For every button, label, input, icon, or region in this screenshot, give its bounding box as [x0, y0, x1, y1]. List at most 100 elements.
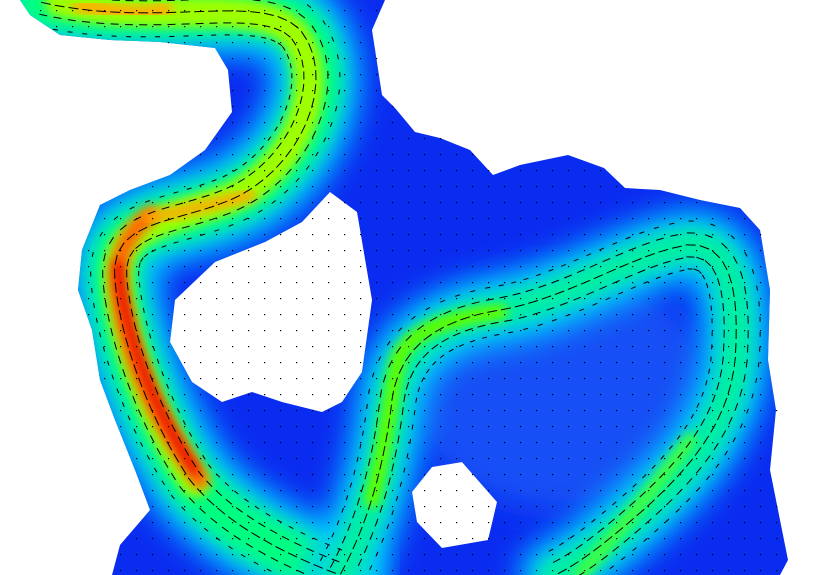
vector-dot: [696, 266, 698, 268]
vector-dot: [488, 298, 490, 300]
vector-dot: [120, 346, 122, 348]
vector-dot: [712, 346, 714, 348]
vector-dot: [120, 378, 122, 380]
vector-arrow: [409, 370, 415, 379]
vector-dot: [280, 122, 282, 124]
vector-dot: [136, 394, 138, 396]
vector-dot: [696, 394, 698, 396]
vector-dot: [232, 394, 234, 396]
vector-arrow: [126, 233, 136, 241]
vector-dot: [696, 218, 698, 220]
vector-dot: [488, 378, 490, 380]
vector-arrow: [391, 390, 395, 401]
vector-dot: [584, 522, 586, 524]
vector-dot: [248, 330, 250, 332]
vector-dot: [216, 426, 218, 428]
vector-dot: [312, 410, 314, 412]
vector-arrow: [114, 254, 118, 265]
vector-dot: [344, 202, 346, 204]
vector-dot: [280, 570, 282, 572]
vector-dot: [136, 442, 138, 444]
vector-arrow: [126, 258, 130, 267]
vector-arrow: [347, 523, 352, 532]
vector-arrow: [415, 397, 418, 403]
vector-arrow: [319, 556, 324, 562]
vector-arrow: [417, 324, 425, 331]
vector-dot: [440, 394, 442, 396]
vector-dot: [136, 426, 138, 428]
vector-dot: [264, 362, 266, 364]
vector-dot: [648, 442, 650, 444]
vector-arrow: [258, 522, 266, 528]
vector-dot: [568, 282, 570, 284]
vector-dot: [504, 330, 506, 332]
vector-dot: [696, 442, 698, 444]
vector-dot: [344, 266, 346, 268]
vector-dot: [296, 170, 298, 172]
vector-arrow: [711, 394, 716, 403]
vector-dot: [248, 554, 250, 556]
vector-dot: [360, 458, 362, 460]
vector-arrow: [226, 184, 235, 189]
vector-dot: [552, 394, 554, 396]
vector-dot: [360, 218, 362, 220]
vector-arrow: [746, 408, 749, 414]
vector-dot: [664, 346, 666, 348]
vector-arrow: [636, 508, 645, 517]
vector-dot: [168, 250, 170, 252]
vector-dot: [360, 202, 362, 204]
vector-dot: [760, 266, 762, 268]
vector-dot: [232, 74, 234, 76]
vector-dot: [488, 554, 490, 556]
vector-dot: [376, 394, 378, 396]
vector-dot: [536, 282, 538, 284]
vector-arrow: [614, 527, 624, 535]
vector-dot: [232, 570, 234, 572]
vector-dot: [712, 282, 714, 284]
vector-dot: [424, 442, 426, 444]
vector-arrow: [477, 324, 486, 328]
vector-arrow: [655, 237, 664, 241]
vector-dot: [536, 186, 538, 188]
vector-arrow: [156, 358, 160, 364]
vector-dot: [344, 314, 346, 316]
vector-arrow: [104, 299, 107, 308]
vector-dot: [440, 282, 442, 284]
vector-arrow: [121, 402, 125, 407]
vector-dot: [760, 522, 762, 524]
vector-arrow: [250, 198, 258, 204]
vector-dot: [424, 282, 426, 284]
vector-arrow: [409, 438, 412, 444]
vector-dot: [296, 58, 298, 60]
vector-arrow: [606, 268, 616, 274]
vector-dot: [232, 442, 234, 444]
vector-dot: [760, 506, 762, 508]
vector-arrow: [667, 479, 675, 488]
vector-dot: [440, 506, 442, 508]
vector-arrow: [399, 421, 402, 430]
vector-dot: [152, 314, 154, 316]
vector-arrow: [179, 485, 185, 493]
vector-dot: [424, 490, 426, 492]
vector-dot: [328, 458, 330, 460]
vector-dot: [504, 394, 506, 396]
vector-arrow: [397, 435, 400, 444]
vector-dot: [392, 138, 394, 140]
vector-dot: [536, 426, 538, 428]
vector-dot: [216, 346, 218, 348]
vector-dot: [488, 314, 490, 316]
vector-dot: [312, 426, 314, 428]
vector-dot: [248, 42, 250, 44]
vector-dot: [200, 26, 202, 28]
vector-dot: [232, 42, 234, 44]
vector-dot: [312, 442, 314, 444]
vector-arrow: [620, 556, 626, 561]
vector-dot: [296, 458, 298, 460]
vector-arrow: [717, 410, 723, 421]
vector-arrow: [252, 0, 261, 2]
vector-dot: [200, 506, 202, 508]
vector-dot: [680, 346, 682, 348]
vector-arrow: [658, 248, 669, 253]
vector-dot: [520, 298, 522, 300]
vector-dot: [648, 394, 650, 396]
